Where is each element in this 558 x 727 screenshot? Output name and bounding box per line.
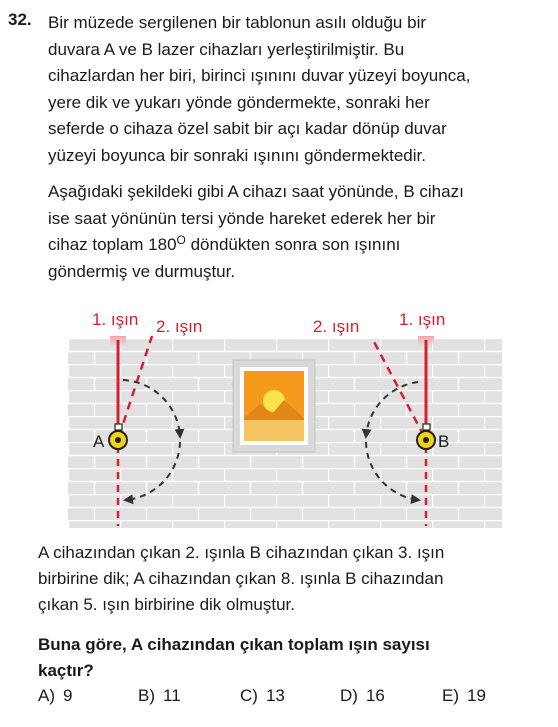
conditions-line: birbirine dik; A cihazından çıkan 8. ışı… — [38, 569, 444, 588]
stem-line: duvara A ve B lazer cihazları yerleştiri… — [48, 39, 405, 59]
curved-arrow-icon — [361, 381, 419, 439]
conditions-line: A cihazından çıkan 2. ışınla B cihazında… — [38, 543, 445, 562]
left-ray-2-label: 2. ışın — [156, 317, 202, 336]
option-value: 19 — [467, 686, 486, 705]
stem-line: döndükten sonra son ışınını — [185, 235, 401, 254]
answer-options: A) 9 B) 11 C) 13 D) 16 E) 19 — [38, 686, 558, 712]
option-value: 9 — [63, 686, 73, 705]
stem-line: cihaz toplam 180 — [48, 235, 177, 254]
option-b[interactable]: B) 11 — [138, 686, 181, 706]
stem-line: ise saat yönünün tersi yönde hareket ede… — [48, 208, 436, 228]
option-label: D) — [340, 686, 358, 705]
laser-figure: A 1. ışın 2. ışın B 2. ışın 1. ışın — [60, 300, 510, 532]
option-value: 16 — [365, 686, 385, 705]
conditions-text: A cihazından çıkan 2. ışınla B cihazında… — [38, 540, 548, 618]
right-ray-2 — [371, 339, 426, 437]
conditions-paragraph: A cihazından çıkan 2. ışınla B cihazında… — [38, 540, 548, 618]
left-ray-1-label: 1. ışın — [92, 310, 138, 329]
option-label: E) — [442, 686, 459, 705]
question-prompt: Buna göre, A cihazından çıkan toplam ışı… — [38, 632, 548, 684]
option-label: B) — [138, 686, 155, 705]
stem-line: yüzeyi boyunca bir sonraki ışınını gönde… — [48, 145, 426, 165]
option-c[interactable]: C) 13 — [240, 686, 285, 706]
option-e[interactable]: E) 19 — [442, 686, 486, 706]
question-stem: Bir müzede sergilenen bir tablonun asılı… — [48, 10, 548, 285]
laser-device-icon — [416, 423, 436, 450]
option-value: 11 — [163, 686, 181, 705]
stem-paragraph-1: Bir müzede sergilenen bir tablonun asılı… — [48, 10, 548, 169]
stem-line: yere dik ve yukarı yönde göndermekte, so… — [48, 92, 430, 112]
prompt-line: Buna göre, A cihazından çıkan toplam ışı… — [38, 635, 430, 654]
laser-diagram: A 1. ışın 2. ışın B 2. ışın 1. ışın — [68, 310, 502, 528]
stem-line: cihazlardan her biri, birinci ışınını du… — [48, 66, 471, 85]
left-ray-2 — [117, 335, 154, 437]
stem-line: Bir müzede sergilenen bir tablonun asılı… — [48, 13, 427, 32]
right-ray-1-label: 1. ışın — [399, 310, 445, 329]
option-label: C) — [240, 686, 258, 705]
stem-line: seferde o cihaza özel sabit bir açı kada… — [48, 119, 447, 138]
device-b-label: B — [438, 432, 449, 451]
conditions-line: çıkan 5. ışın birbirine dik olmuştur. — [38, 595, 296, 614]
option-d[interactable]: D) 16 — [340, 686, 385, 706]
option-a[interactable]: A) 9 — [38, 686, 72, 706]
stem-line: Aşağıdaki şekildeki gibi A cihazı saat y… — [48, 182, 464, 201]
painting-icon — [232, 359, 316, 453]
device-a-label: A — [93, 432, 105, 451]
option-label: A) — [38, 686, 55, 705]
degree-symbol: O — [176, 233, 186, 247]
right-ray-2-label: 2. ışın — [313, 317, 359, 336]
stem-line: göndermiş ve durmuştur. — [48, 261, 236, 281]
prompt-line: kaçtır? — [38, 661, 94, 680]
option-value: 13 — [265, 686, 285, 705]
stem-paragraph-2: Aşağıdaki şekildeki gibi A cihazı saat y… — [48, 179, 548, 285]
question-number: 32. — [8, 10, 32, 29]
laser-device-icon — [108, 423, 128, 450]
